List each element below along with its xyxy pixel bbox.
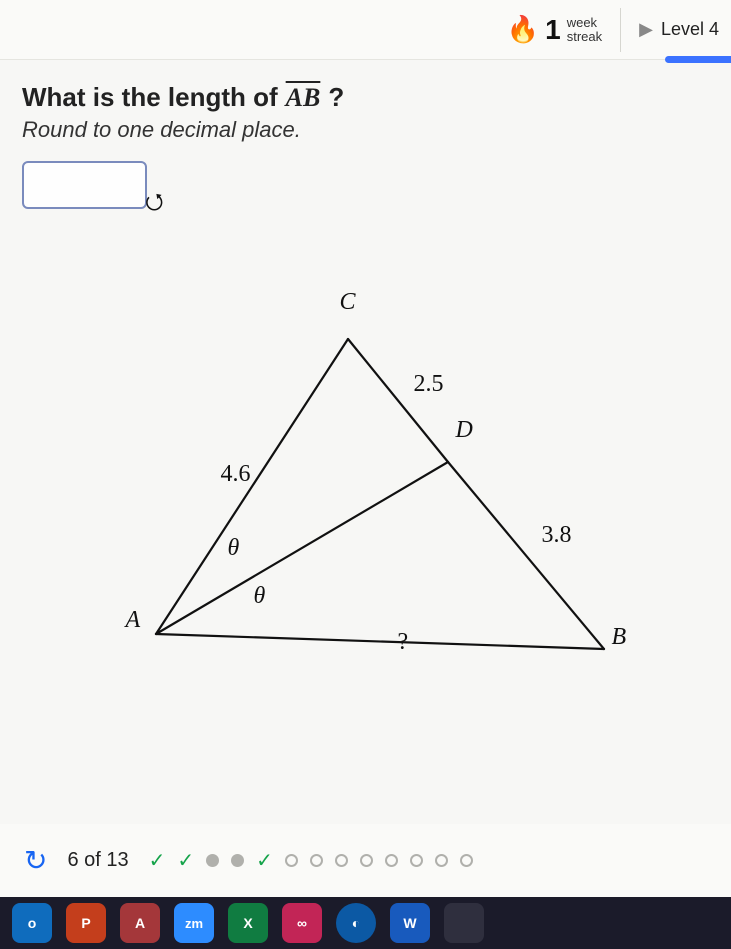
progress-counter: 6 of 13 bbox=[67, 849, 128, 872]
taskbar-excel-icon[interactable]: X bbox=[228, 903, 268, 943]
progress-dot-empty[interactable] bbox=[385, 854, 398, 867]
topbar-divider bbox=[620, 8, 621, 52]
vertex-label-D: D bbox=[456, 417, 473, 444]
question-hint: Round to one decimal place. bbox=[22, 117, 709, 143]
taskbar-wootmath-icon[interactable]: ∞ bbox=[282, 903, 322, 943]
progress-check-icon[interactable]: ✓ bbox=[256, 848, 273, 873]
caret-right-icon: ▶ bbox=[639, 19, 653, 40]
streak-block: 🔥 1 week streak bbox=[507, 14, 602, 46]
progress-dot-empty[interactable] bbox=[310, 854, 323, 867]
taskbar-edge-icon[interactable]: ◐ bbox=[336, 903, 376, 943]
angle-label: θ bbox=[228, 535, 240, 562]
level-progress-bar bbox=[665, 56, 731, 63]
vertex-label-B: B bbox=[612, 624, 627, 651]
figure-svg bbox=[106, 289, 626, 709]
question-prefix: What is the length of bbox=[22, 82, 278, 113]
taskbar: oPAzm X ∞ ◐ W bbox=[0, 897, 731, 949]
progress-dot-filled[interactable] bbox=[231, 854, 244, 867]
taskbar-blank-icon[interactable] bbox=[444, 903, 484, 943]
taskbar-zoom-icon[interactable]: zm bbox=[174, 903, 214, 943]
segment-ab: AB bbox=[286, 83, 321, 113]
vertex-label-C: C bbox=[340, 289, 356, 316]
progress-dot-empty[interactable] bbox=[360, 854, 373, 867]
flame-icon: 🔥 bbox=[507, 14, 539, 45]
cursor-icon: ⭯ bbox=[145, 185, 164, 223]
edge-label: 3.8 bbox=[542, 522, 572, 549]
vertex-label-A: A bbox=[126, 607, 141, 634]
angle-label: θ bbox=[254, 583, 266, 610]
progress-check-icon[interactable]: ✓ bbox=[149, 848, 166, 873]
progress-dots: ✓ ✓ ✓ bbox=[149, 848, 473, 873]
progress-dot-empty[interactable] bbox=[410, 854, 423, 867]
progress-check-icon[interactable]: ✓ bbox=[177, 848, 194, 873]
taskbar-outlook-icon[interactable]: o bbox=[12, 903, 52, 943]
streak-line2: streak bbox=[567, 30, 602, 44]
level-block[interactable]: ▶ Level 4 bbox=[639, 19, 719, 40]
progress-dot-empty[interactable] bbox=[285, 854, 298, 867]
top-bar: 🔥 1 week streak ▶ Level 4 bbox=[0, 0, 731, 60]
edge-label: ? bbox=[398, 629, 409, 656]
question-content: What is the length of AB? Round to one d… bbox=[0, 60, 731, 709]
taskbar-access-icon[interactable]: A bbox=[120, 903, 160, 943]
streak-line1: week bbox=[567, 16, 602, 30]
progress-dot-filled[interactable] bbox=[206, 854, 219, 867]
progress-dot-empty[interactable] bbox=[335, 854, 348, 867]
taskbar-powerpoint-icon[interactable]: P bbox=[66, 903, 106, 943]
reload-icon[interactable]: ↻ bbox=[24, 844, 47, 877]
progress-bar: ↻ 6 of 13 ✓ ✓ ✓ bbox=[0, 824, 731, 897]
answer-input[interactable] bbox=[22, 161, 147, 209]
question-text: What is the length of AB? bbox=[22, 82, 709, 113]
question-suffix: ? bbox=[328, 82, 344, 113]
progress-dot-empty[interactable] bbox=[435, 854, 448, 867]
level-label: Level 4 bbox=[661, 19, 719, 40]
progress-dot-empty[interactable] bbox=[460, 854, 473, 867]
streak-number: 1 bbox=[545, 14, 561, 46]
taskbar-word-icon[interactable]: W bbox=[390, 903, 430, 943]
edge-label: 4.6 bbox=[221, 461, 251, 488]
geometry-figure: A B C D 4.6 2.5 3.8? θθ bbox=[106, 289, 626, 709]
edge-label: 2.5 bbox=[414, 371, 444, 398]
streak-text: week streak bbox=[567, 16, 602, 43]
